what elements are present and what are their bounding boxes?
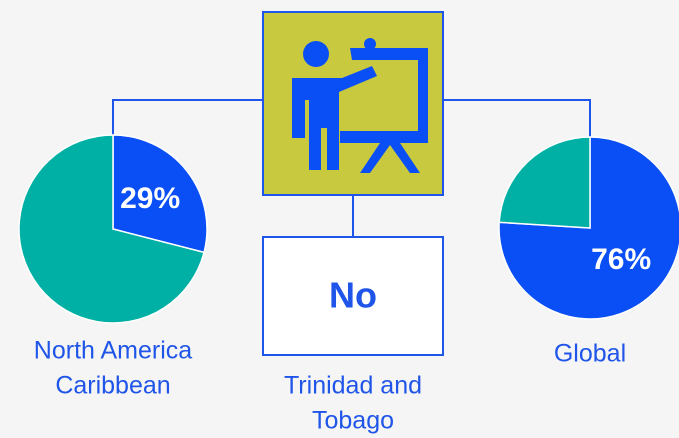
pie-slice bbox=[18, 134, 205, 324]
center-label: Trinidad and bbox=[284, 372, 422, 400]
pie-label: Caribbean bbox=[55, 372, 170, 400]
answer-text: No bbox=[329, 275, 377, 316]
slice-label: 76% bbox=[591, 243, 651, 276]
answer-box bbox=[262, 236, 444, 356]
pie-slice bbox=[112, 134, 208, 254]
connector bbox=[443, 99, 591, 137]
connectors bbox=[112, 99, 591, 237]
connector bbox=[112, 99, 263, 136]
pie-slice bbox=[498, 136, 591, 229]
slice-label: 29% bbox=[120, 182, 180, 215]
presenter-icon bbox=[292, 38, 428, 173]
center-label: Tobago bbox=[312, 407, 394, 435]
pie-label: North America bbox=[34, 337, 192, 365]
pie-label: Global bbox=[554, 340, 626, 368]
